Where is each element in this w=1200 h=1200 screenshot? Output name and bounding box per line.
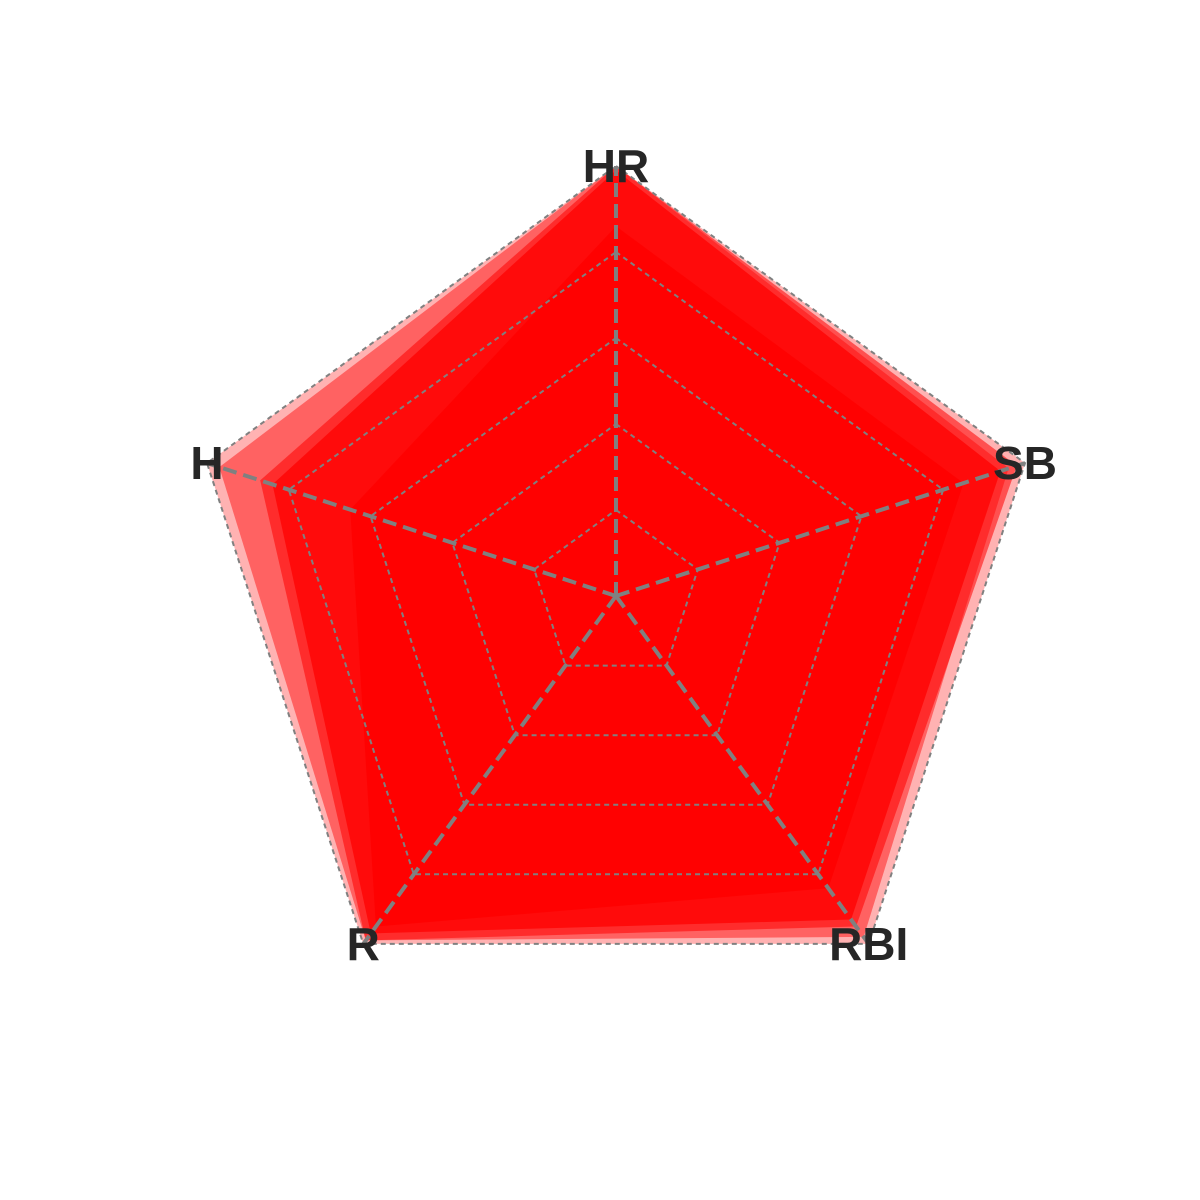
grid-ring-5 [205, 164, 1027, 945]
axis-label-sb: SB [993, 437, 1057, 489]
axis-label-layer: HR SB RBI R H [190, 140, 1057, 970]
axis-label-rbi: RBI [829, 918, 908, 970]
grid-ring-4 [287, 250, 945, 876]
grid-ring-3 [369, 336, 863, 806]
axis-label-r: R [347, 918, 380, 970]
series-layer [207, 166, 1025, 944]
grid-layer [205, 164, 1027, 946]
axis-label-hr: HR [583, 140, 649, 192]
axis-spoke-r [361, 594, 618, 946]
axis-spoke-h [206, 461, 617, 598]
axis-spoke-sb [615, 461, 1026, 598]
grid-ring-1 [533, 508, 699, 667]
grid-ring-2 [451, 422, 781, 737]
axis-spoke-rbi [614, 594, 871, 946]
axis-label-h: H [190, 437, 223, 489]
